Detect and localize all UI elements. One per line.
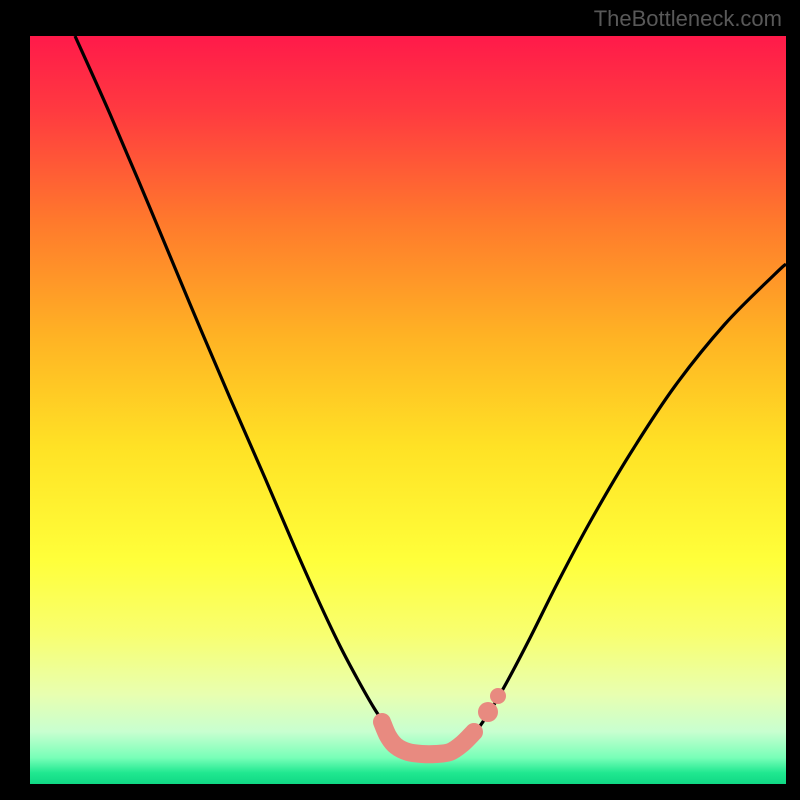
right-curve: [480, 264, 786, 726]
watermark-text: TheBottleneck.com: [594, 6, 782, 32]
plot-area: [30, 36, 786, 784]
left-curve: [75, 36, 386, 726]
bottom-marker-dot-2: [490, 688, 506, 704]
chart-frame: TheBottleneck.com: [0, 0, 800, 800]
curves-layer: [30, 36, 786, 784]
bottom-marker-dot: [478, 702, 498, 722]
bottom-marker-stroke: [382, 722, 474, 754]
